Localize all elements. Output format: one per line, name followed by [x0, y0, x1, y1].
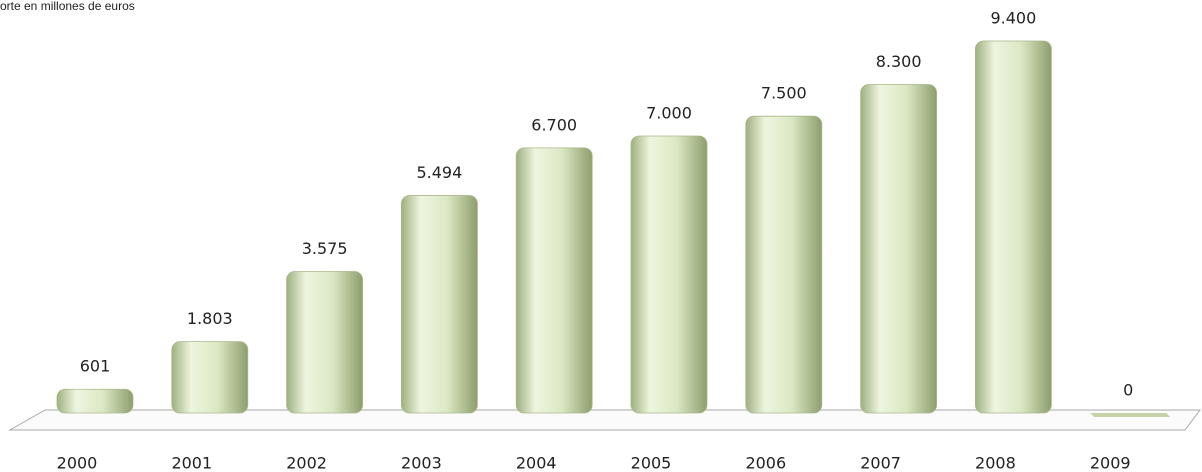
x-tick-label: 2007 [860, 454, 901, 472]
bar [286, 271, 364, 414]
value-label: 1.803 [187, 309, 233, 328]
value-label: 3.575 [302, 239, 348, 258]
bar [975, 40, 1052, 414]
value-label: 8.300 [876, 52, 922, 71]
value-label: 5.494 [416, 163, 462, 182]
x-tick-label: 2006 [745, 454, 786, 472]
value-label: 601 [80, 357, 111, 376]
bar-base [1090, 413, 1171, 417]
value-label: 9.400 [990, 9, 1036, 28]
bar [860, 84, 937, 414]
value-label: 7.000 [646, 103, 692, 122]
x-tick-label: 2005 [631, 454, 672, 472]
x-tick-label: 2009 [1090, 454, 1131, 472]
bar [56, 388, 134, 414]
bar [171, 341, 249, 414]
value-label: 6.700 [531, 115, 577, 134]
value-label: 0 [1123, 381, 1133, 400]
bar [515, 147, 593, 414]
x-tick-label: 2000 [57, 454, 98, 472]
bar [745, 115, 823, 414]
x-tick-label: 2008 [975, 454, 1016, 472]
floor [8, 409, 1201, 431]
x-tick-label: 2001 [171, 454, 212, 472]
x-tick-label: 2002 [286, 454, 327, 472]
bar [630, 135, 708, 414]
x-tick-label: 2004 [516, 454, 557, 472]
chart-title: orte en millones de euros [0, 0, 135, 13]
value-label: 7.500 [761, 84, 807, 103]
bar [400, 195, 478, 414]
x-tick-label: 2003 [401, 454, 442, 472]
